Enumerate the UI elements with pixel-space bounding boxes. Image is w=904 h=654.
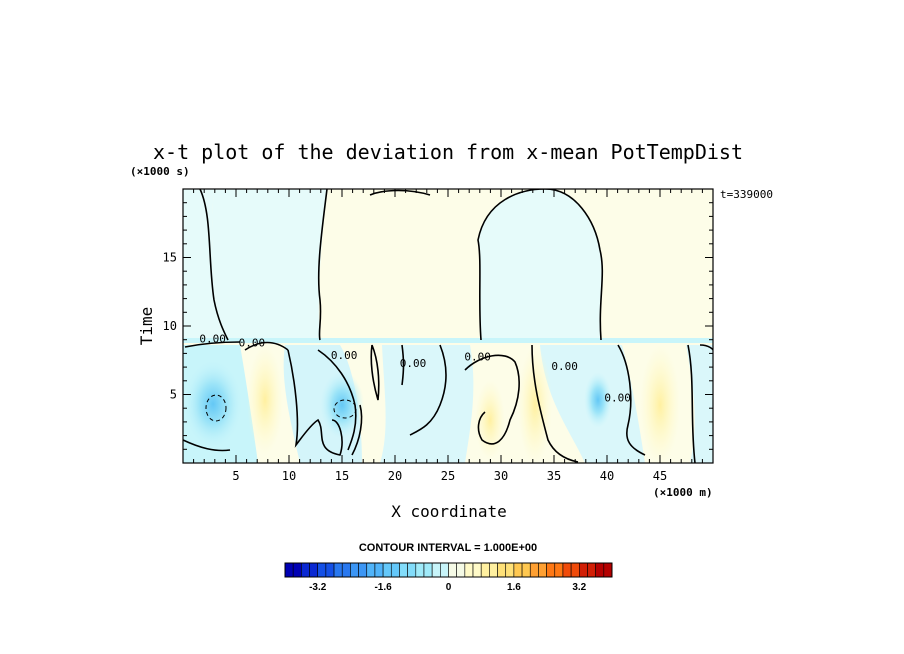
colorbar-cell	[374, 562, 384, 578]
y-tick-label: 10	[163, 319, 177, 333]
x-tick-label: 30	[494, 469, 508, 483]
x-tick-labels: 5 10 15 20 25 30 35 40 45	[232, 469, 667, 483]
colorbar-cell	[489, 562, 498, 578]
contour-label: 0.00	[199, 332, 226, 345]
colorbar-cell	[546, 562, 556, 578]
colorbar-cell	[456, 562, 466, 578]
contour-label: 0.00	[551, 360, 578, 373]
colorbar-cell	[390, 562, 400, 578]
colorbar-cell	[587, 562, 596, 578]
y-unit-label: (×1000 s)	[130, 165, 190, 178]
colorbar-cell	[480, 562, 490, 578]
contour-label: 0.00	[464, 350, 491, 363]
contour-labels: 0.00 0.00 0.00 0.00 0.00 0.00 0.00	[199, 332, 630, 404]
y-axis-label: Time	[137, 307, 156, 346]
x-tick-label: 40	[600, 469, 614, 483]
colorbar-cell	[407, 562, 417, 578]
colorbar-cell	[521, 562, 531, 578]
contour-label: 0.00	[604, 391, 631, 404]
time-annotation: t=339000	[720, 188, 773, 201]
colorbar-cell	[472, 562, 482, 578]
colorbar-cell	[464, 562, 474, 578]
colorbar-cell	[309, 562, 318, 578]
colorbar-tick-label: 3.2	[572, 582, 586, 593]
colorbar-cell	[431, 562, 441, 578]
y-tick-labels: 5 10 15	[163, 251, 177, 402]
x-tick-label: 5	[232, 469, 239, 483]
colorbar-labels: -3.2 -1.6 0 1.6 3.2	[309, 582, 587, 593]
colorbar-tick-label: 0	[446, 582, 452, 593]
colorbar-cell	[333, 562, 343, 578]
colorbar	[284, 562, 613, 578]
colorbar-cell	[341, 562, 351, 578]
plot-field	[183, 189, 713, 463]
colorbar-cell	[423, 562, 433, 578]
colorbar-tick-label: -1.6	[374, 582, 392, 593]
colorbar-cell	[440, 562, 449, 578]
colorbar-cell	[529, 562, 539, 578]
colorbar-cell	[595, 562, 605, 578]
colorbar-cell	[448, 562, 457, 578]
colorbar-cell	[578, 562, 588, 578]
colorbar-cell	[301, 562, 310, 578]
colorbar-cell	[350, 562, 359, 578]
contour-label: 0.00	[331, 349, 358, 362]
colorbar-cell	[497, 562, 507, 578]
colorbar-cell	[513, 562, 523, 578]
colorbar-cell	[554, 562, 564, 578]
x-tick-label: 45	[653, 469, 667, 483]
y-tick-label: 5	[170, 388, 177, 402]
colorbar-cell	[382, 562, 392, 578]
negative-contours	[205, 394, 357, 422]
colorbar-cell	[399, 562, 408, 578]
colorbar-cell	[358, 562, 368, 578]
x-tick-label: 25	[441, 469, 455, 483]
colorbar-cell	[415, 562, 425, 578]
colorbar-cell	[538, 562, 547, 578]
y-tick-label: 15	[163, 251, 177, 265]
colorbar-cell	[292, 562, 302, 578]
colorbar-cell	[570, 562, 580, 578]
x-axis-label: X coordinate	[391, 502, 507, 521]
colorbar-tick-label: -3.2	[309, 582, 327, 593]
x-unit-label: (×1000 m)	[653, 486, 713, 499]
colorbar-cell	[366, 562, 376, 578]
contour-label: 0.00	[400, 357, 427, 370]
colorbar-cell	[603, 562, 613, 578]
axis-ticks	[183, 189, 713, 463]
colorbar-cell	[325, 562, 335, 578]
colorbar-title: CONTOUR INTERVAL = 1.000E+00	[359, 542, 537, 554]
x-tick-label: 10	[282, 469, 296, 483]
x-tick-label: 35	[547, 469, 561, 483]
colorbar-cell	[562, 562, 572, 578]
colorbar-tick-label: 1.6	[507, 582, 521, 593]
chart-title: x-t plot of the deviation from x-mean Po…	[153, 140, 743, 164]
colorbar-cell	[317, 562, 327, 578]
colorbar-cell	[284, 562, 294, 578]
contour-label: 0.00	[239, 337, 266, 350]
x-tick-label: 20	[388, 469, 402, 483]
x-tick-label: 15	[335, 469, 349, 483]
colorbar-frame	[284, 562, 613, 578]
colorbar-cell	[505, 562, 515, 578]
